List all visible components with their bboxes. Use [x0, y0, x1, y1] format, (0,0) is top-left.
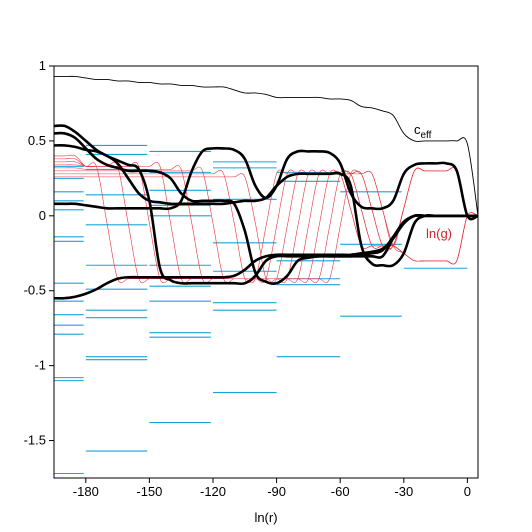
x-tick-label: -30 [394, 484, 413, 499]
y-tick-label: -1.5 [24, 433, 46, 448]
ceff-label-main: c [414, 122, 421, 137]
series-line [54, 146, 478, 221]
series-line [54, 131, 478, 285]
x-axis-label: ln(r) [254, 510, 277, 525]
y-tick-label: -0.5 [24, 283, 46, 298]
y-tick-label: 0.5 [28, 133, 46, 148]
series-line [54, 154, 478, 284]
x-tick-label: -150 [136, 484, 162, 499]
ceff-label: ceff [414, 122, 432, 141]
x-tick-label: -120 [200, 484, 226, 499]
x-tick-label: -180 [73, 484, 99, 499]
y-tick-label: 1 [39, 58, 46, 73]
series-line [54, 143, 478, 268]
series-line [54, 169, 478, 284]
y-tick-label: -1 [34, 358, 46, 373]
y-tick-label: 0 [39, 208, 46, 223]
x-tick-label: 0 [464, 484, 471, 499]
x-tick-label: -60 [331, 484, 350, 499]
series-line [54, 75, 478, 216]
x-tick-label: -90 [267, 484, 286, 499]
ceff-label-sub: eff [421, 130, 432, 141]
plot-frame [53, 65, 479, 479]
series-line [54, 124, 478, 286]
g-label: ln(g) [426, 226, 452, 241]
curves [54, 75, 478, 300]
levels [54, 144, 468, 475]
axes: -180 -150 -120 -90 -60 -30 0 1 0.5 0 -0.5 -1 -1.5 [24, 58, 471, 499]
